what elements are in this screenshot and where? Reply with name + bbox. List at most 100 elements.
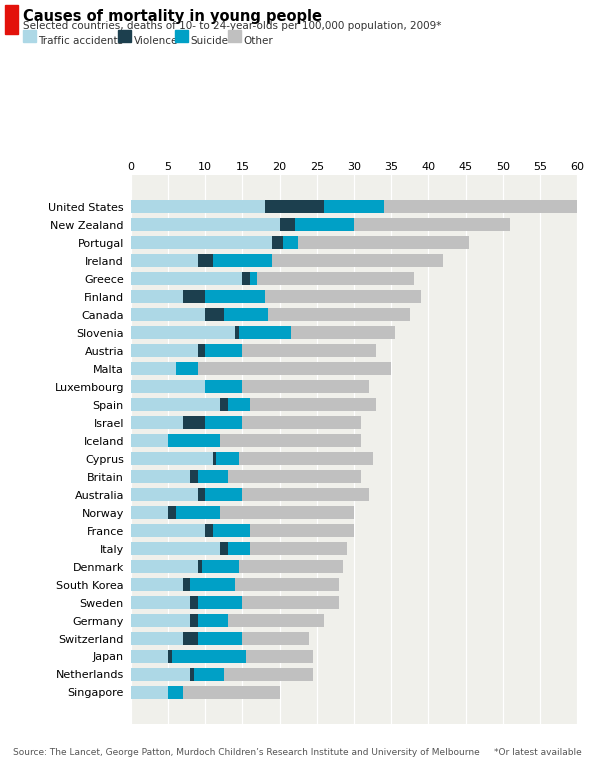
Bar bbox=[283, 236, 298, 249]
Bar bbox=[239, 560, 343, 573]
Bar bbox=[324, 200, 384, 213]
Bar bbox=[257, 272, 414, 285]
Bar bbox=[239, 452, 372, 465]
Bar bbox=[131, 434, 168, 447]
Bar bbox=[205, 344, 243, 357]
Bar bbox=[217, 452, 239, 465]
Bar bbox=[227, 542, 250, 555]
Bar bbox=[190, 614, 198, 627]
Bar bbox=[272, 255, 443, 267]
Bar bbox=[183, 416, 205, 429]
Bar bbox=[131, 452, 213, 465]
Bar bbox=[176, 362, 198, 375]
Bar bbox=[131, 470, 190, 483]
Bar bbox=[131, 506, 168, 519]
Bar bbox=[190, 470, 198, 483]
Bar bbox=[198, 596, 243, 609]
Bar bbox=[205, 524, 213, 537]
Bar bbox=[131, 686, 168, 699]
Bar bbox=[213, 452, 217, 465]
Bar bbox=[131, 632, 183, 645]
Bar bbox=[131, 326, 235, 339]
Bar bbox=[190, 668, 194, 681]
Bar bbox=[220, 434, 362, 447]
Bar bbox=[131, 308, 205, 321]
Bar bbox=[243, 380, 369, 393]
Text: *Or latest available: *Or latest available bbox=[494, 748, 582, 757]
Bar bbox=[198, 255, 213, 267]
Bar bbox=[198, 344, 205, 357]
Bar bbox=[250, 398, 376, 411]
Bar bbox=[220, 398, 227, 411]
Bar bbox=[176, 506, 220, 519]
Bar bbox=[190, 596, 198, 609]
Bar bbox=[227, 470, 362, 483]
Bar bbox=[131, 290, 183, 303]
Bar bbox=[198, 488, 205, 501]
Bar bbox=[131, 488, 198, 501]
Text: Causes of mortality in young people: Causes of mortality in young people bbox=[23, 9, 322, 24]
Bar bbox=[198, 632, 243, 645]
Bar bbox=[235, 326, 239, 339]
Bar bbox=[205, 416, 243, 429]
Text: Other: Other bbox=[243, 36, 273, 46]
Bar bbox=[131, 596, 190, 609]
Text: Suicide: Suicide bbox=[190, 36, 228, 46]
Text: Selected countries, deaths of 10- to 24-year-olds per 100,000 population, 2009*: Selected countries, deaths of 10- to 24-… bbox=[23, 21, 441, 31]
Bar bbox=[205, 308, 224, 321]
Bar bbox=[168, 434, 220, 447]
Bar bbox=[243, 272, 250, 285]
Bar bbox=[198, 470, 227, 483]
Bar bbox=[168, 686, 183, 699]
Bar bbox=[220, 506, 354, 519]
Bar bbox=[243, 632, 309, 645]
Bar bbox=[172, 650, 246, 663]
Bar bbox=[205, 380, 243, 393]
Bar bbox=[235, 578, 339, 591]
Bar bbox=[224, 308, 268, 321]
Bar bbox=[131, 398, 220, 411]
Bar bbox=[291, 326, 395, 339]
Bar bbox=[131, 614, 190, 627]
Bar bbox=[250, 524, 354, 537]
Bar bbox=[384, 200, 577, 213]
Bar bbox=[190, 578, 235, 591]
Bar bbox=[183, 290, 205, 303]
Text: Traffic accidents: Traffic accidents bbox=[38, 36, 123, 46]
Bar bbox=[265, 200, 324, 213]
Bar bbox=[239, 326, 291, 339]
Bar bbox=[131, 200, 265, 213]
Bar bbox=[272, 236, 283, 249]
Bar bbox=[131, 272, 243, 285]
Bar bbox=[198, 362, 392, 375]
Bar bbox=[227, 614, 324, 627]
Bar bbox=[213, 255, 272, 267]
Bar bbox=[131, 416, 183, 429]
Bar bbox=[131, 218, 280, 231]
Bar bbox=[131, 542, 220, 555]
Bar bbox=[131, 524, 205, 537]
Bar bbox=[243, 488, 369, 501]
Bar bbox=[131, 344, 198, 357]
Bar bbox=[183, 632, 198, 645]
Bar bbox=[183, 686, 280, 699]
Bar bbox=[268, 308, 410, 321]
Bar bbox=[280, 218, 295, 231]
Bar bbox=[243, 596, 339, 609]
Bar bbox=[246, 650, 313, 663]
Bar bbox=[131, 236, 272, 249]
Bar bbox=[213, 524, 250, 537]
Bar bbox=[131, 255, 198, 267]
Bar bbox=[168, 650, 172, 663]
Bar bbox=[265, 290, 421, 303]
Bar bbox=[131, 578, 183, 591]
Bar bbox=[131, 380, 205, 393]
Bar bbox=[227, 398, 250, 411]
Text: Source: The Lancet, George Patton, Murdoch Children’s Research Institute and Uni: Source: The Lancet, George Patton, Murdo… bbox=[13, 748, 480, 757]
Bar bbox=[183, 578, 190, 591]
Bar bbox=[250, 272, 257, 285]
Bar bbox=[131, 560, 198, 573]
Bar bbox=[131, 668, 190, 681]
Bar bbox=[224, 668, 313, 681]
Bar bbox=[243, 416, 362, 429]
